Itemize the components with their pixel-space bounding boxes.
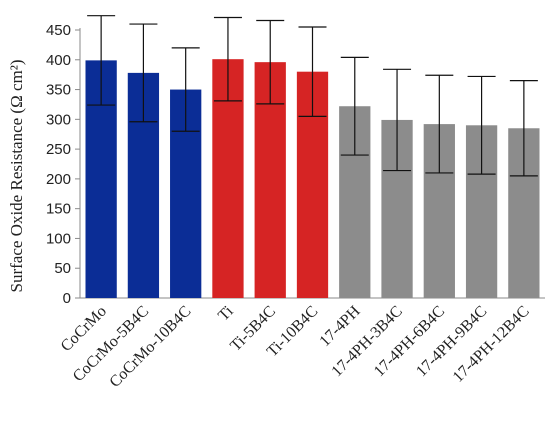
y-tick-label: 150 xyxy=(46,201,71,218)
y-tick-label: 200 xyxy=(46,171,71,188)
error-bar xyxy=(340,56,369,156)
x-tick-label: Ti xyxy=(215,302,237,324)
y-tick-label: 100 xyxy=(46,230,71,247)
error-bar xyxy=(298,26,327,117)
y-tick-label: 400 xyxy=(46,52,71,69)
bars xyxy=(85,59,540,299)
error-bar xyxy=(467,75,496,175)
error-bar xyxy=(129,23,158,123)
error-bar xyxy=(213,16,242,102)
error-bar xyxy=(87,15,116,106)
y-axis-label: Surface Oxide Resistance (Ω cm²) xyxy=(7,60,26,293)
x-tick-label: CoCrMo-5B4C xyxy=(70,303,152,385)
y-tick-label: 350 xyxy=(46,82,71,99)
y-tick-label: 0 xyxy=(63,290,71,307)
y-tick-label: 300 xyxy=(46,111,71,128)
y-tick-label: 250 xyxy=(46,141,71,158)
error-bar xyxy=(383,68,412,172)
error-bar xyxy=(509,80,538,177)
error-bar xyxy=(256,19,285,105)
error-bar xyxy=(425,74,454,174)
error-bars xyxy=(87,15,538,177)
x-tick-label: 17-4PH-12B4C xyxy=(450,303,533,386)
error-bar xyxy=(171,47,200,132)
y-tick-label: 50 xyxy=(54,260,71,277)
y-ticks: 0 50 100 150 200 250 300 350 400 450 xyxy=(46,22,80,307)
y-axis-label-group: Surface Oxide Resistance (Ω cm²) xyxy=(7,60,26,293)
y-tick-label: 450 xyxy=(46,22,71,39)
